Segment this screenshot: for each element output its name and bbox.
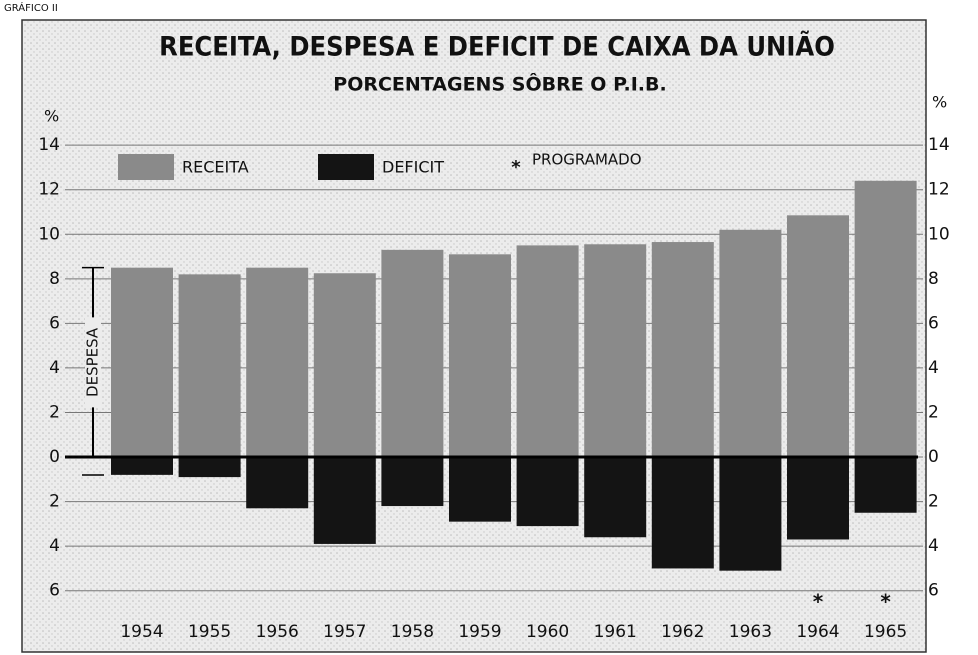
x-tick-label: 1954 (120, 622, 163, 642)
x-tick-label: 1960 (526, 622, 569, 642)
bar (854, 180, 917, 458)
y2-tick-label: 0 (928, 447, 939, 467)
y2-tick-label: 10 (928, 224, 950, 244)
bar (111, 267, 173, 458)
y2-axis-label: % (932, 93, 947, 112)
y-tick-label: 6 (49, 581, 60, 601)
x-tick-label: 1965 (864, 622, 907, 642)
bar (787, 457, 849, 540)
bar (651, 242, 714, 458)
y2-tick-label: 8 (928, 269, 939, 289)
y-tick-label: 4 (49, 536, 60, 556)
bar (516, 457, 579, 527)
y2-tick-label: 2 (928, 492, 939, 512)
x-tick-label: 1962 (661, 622, 704, 642)
y2-tick-label: 6 (928, 581, 939, 601)
x-tick-label: 1956 (256, 622, 299, 642)
x-tick-label: 1961 (594, 622, 637, 642)
bar (787, 215, 849, 458)
y2-tick-label: 2 (928, 402, 939, 422)
bar (246, 457, 309, 509)
x-tick-label: 1957 (323, 622, 366, 642)
legend-label: RECEITA (182, 158, 249, 177)
bar (313, 457, 376, 544)
bar (584, 244, 647, 458)
y2-tick-label: 4 (928, 536, 939, 556)
y-tick-label: 14 (38, 135, 60, 155)
x-tick-label: 1955 (188, 622, 231, 642)
programmed-marker: * (813, 590, 824, 614)
y-tick-label: 2 (49, 492, 60, 512)
y2-tick-label: 6 (928, 313, 939, 333)
y-axis-label: % (44, 107, 59, 126)
y2-tick-label: 14 (928, 135, 950, 155)
bar (381, 249, 444, 458)
bar (651, 457, 714, 569)
bar (449, 457, 511, 522)
bar (719, 229, 782, 458)
legend-swatch (118, 154, 174, 180)
bar (516, 245, 579, 458)
programmed-marker: * (880, 590, 891, 614)
bar (313, 273, 376, 458)
legend-label: DEFICIT (382, 158, 444, 177)
y-tick-label: 6 (49, 313, 60, 333)
annotation: DESPESA (84, 327, 102, 397)
bar (178, 457, 241, 478)
y-tick-label: 4 (49, 358, 60, 378)
y-tick-label: 8 (49, 269, 60, 289)
chart-subtitle: PORCENTAGENS SÔBRE O P.I.B. (333, 72, 666, 96)
bar (449, 254, 511, 458)
x-tick-label: 1959 (458, 622, 501, 642)
legend-label: PROGRAMADO (532, 151, 642, 169)
bar (246, 267, 309, 458)
y-tick-label: 12 (38, 180, 60, 200)
bar (854, 457, 917, 513)
legend-marker: * (511, 157, 521, 178)
bar (178, 274, 241, 458)
x-tick-label: 1963 (729, 622, 772, 642)
chart-title: RECEITA, DESPESA E DEFICIT DE CAIXA DA U… (159, 31, 835, 63)
bar (719, 457, 782, 571)
bar (584, 457, 647, 538)
x-tick-label: 1958 (391, 622, 434, 642)
y-tick-label: 10 (38, 224, 60, 244)
supertitle: GRÁFICO II (4, 1, 58, 14)
annotation-bg (85, 317, 101, 408)
bar (111, 457, 173, 475)
legend-swatch (318, 154, 374, 180)
y2-tick-label: 4 (928, 358, 939, 378)
y-tick-label: 0 (49, 447, 60, 467)
x-tick-label: 1964 (796, 622, 839, 642)
y2-tick-label: 12 (928, 180, 950, 200)
y-tick-label: 2 (49, 402, 60, 422)
bar (381, 457, 444, 507)
